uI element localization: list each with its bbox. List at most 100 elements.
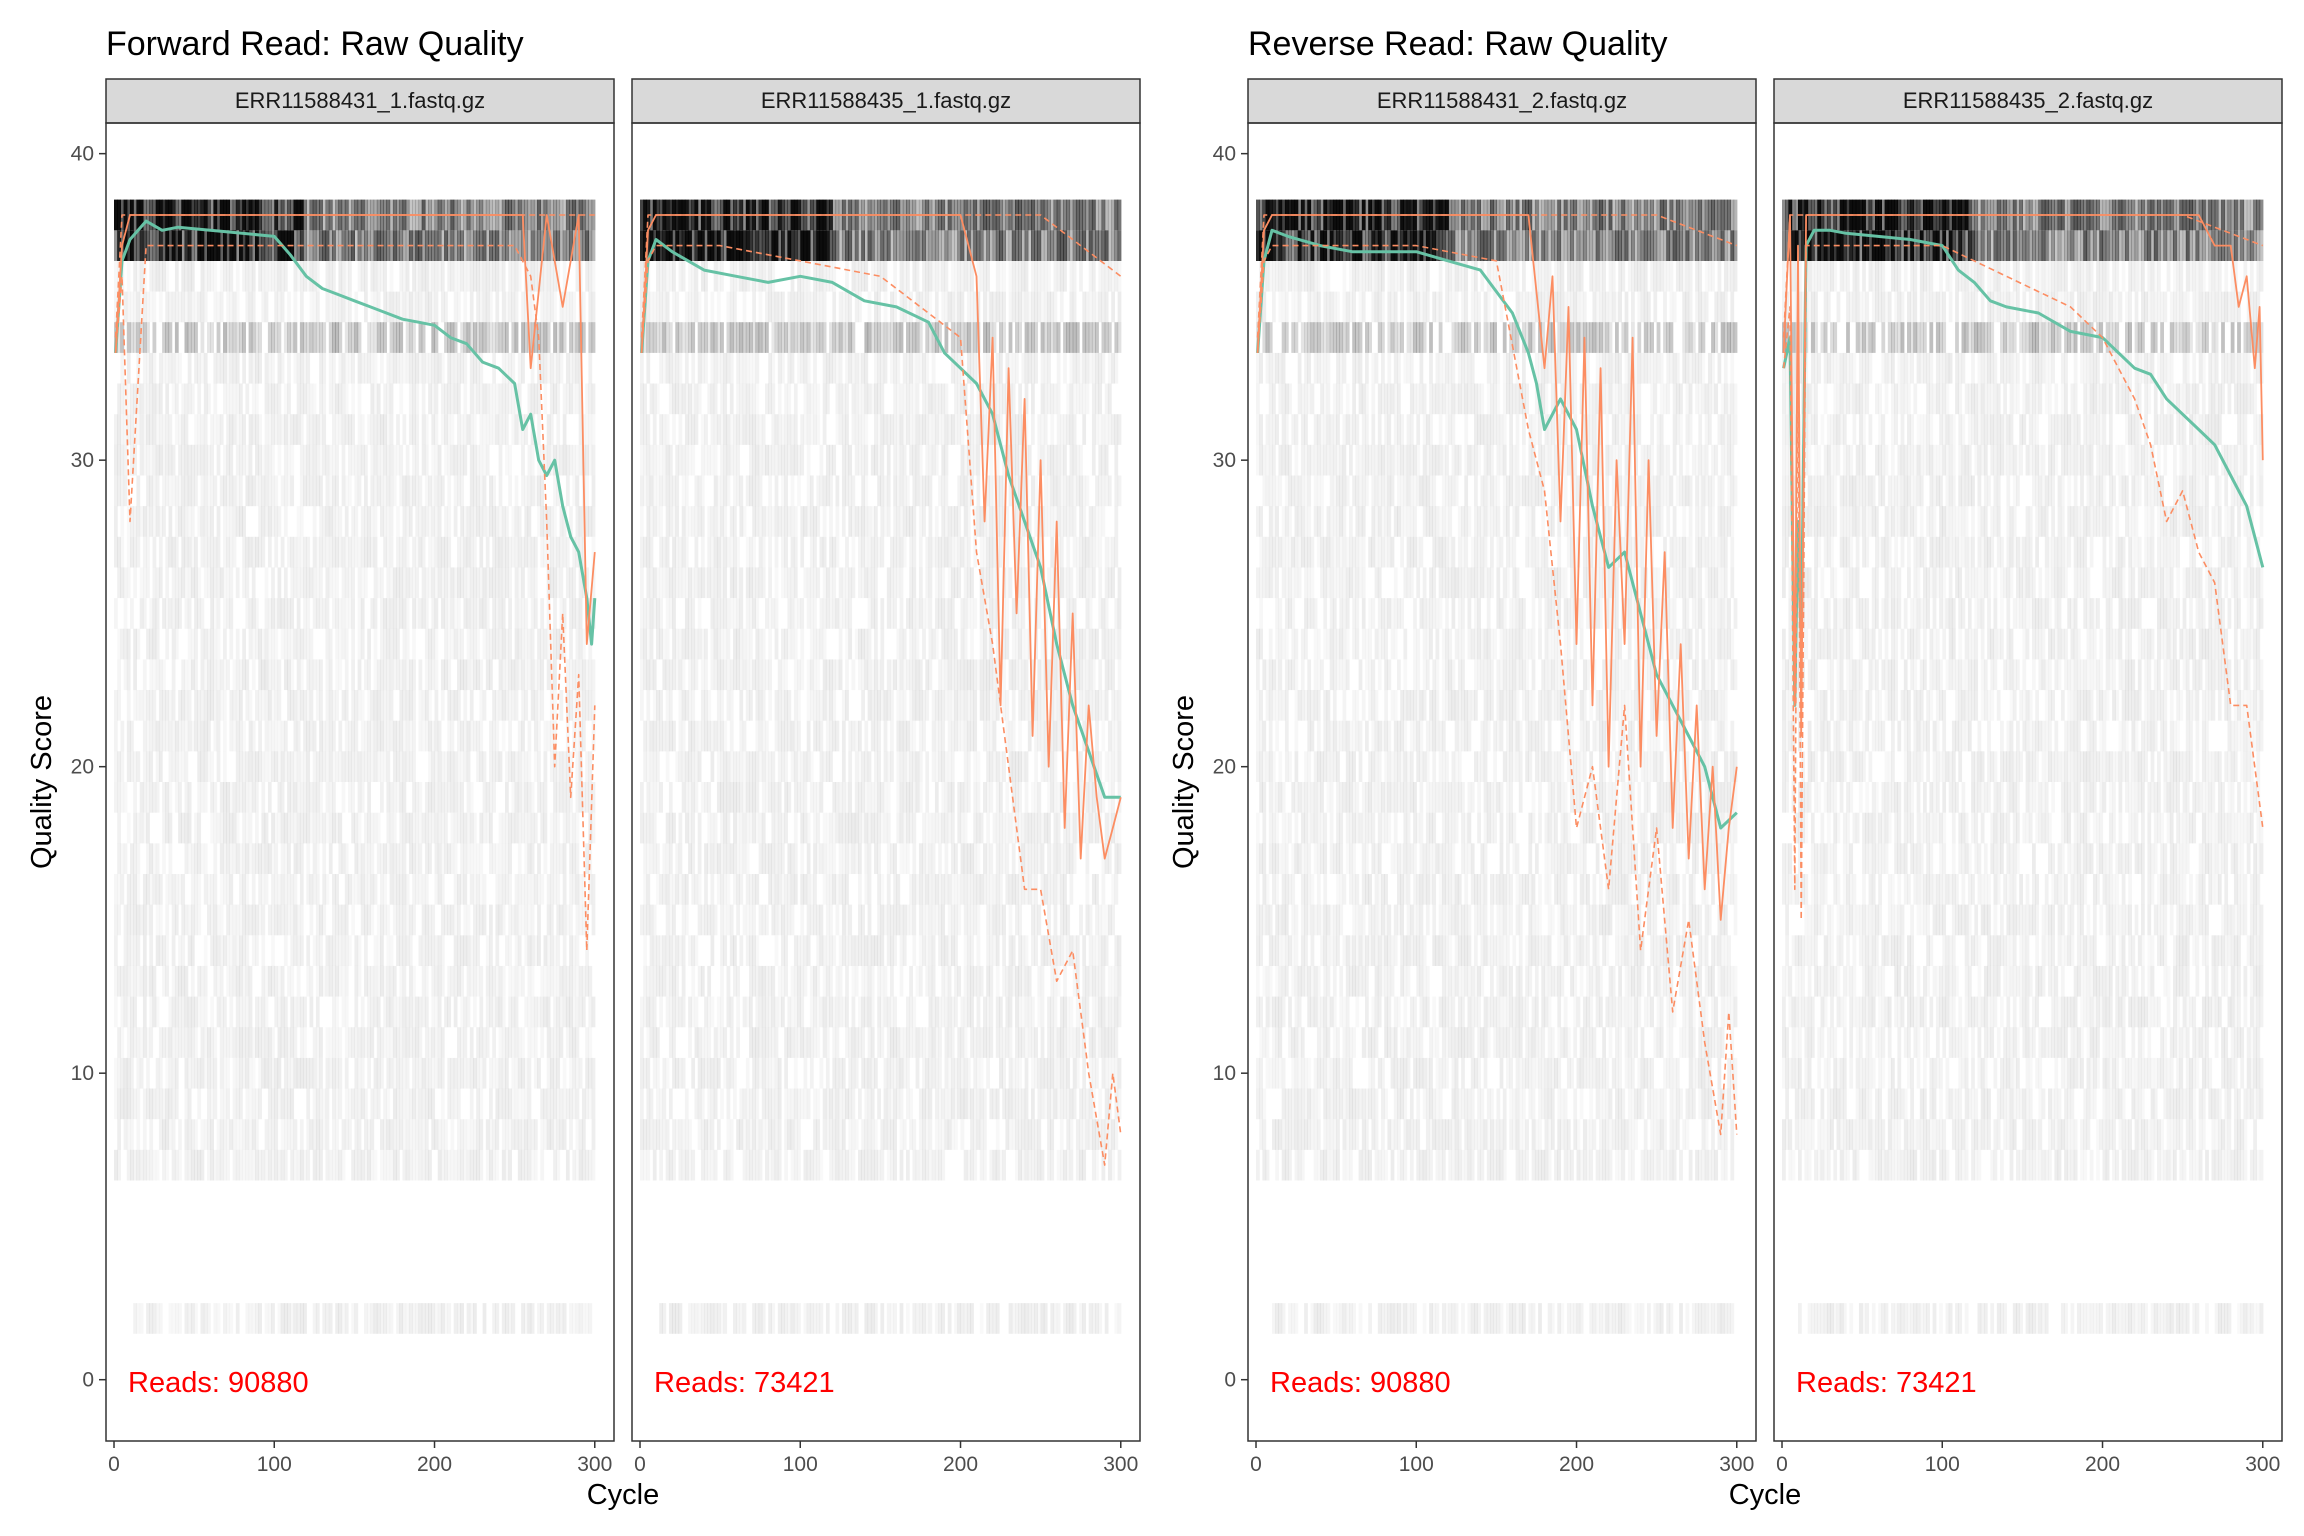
heat-cell [591,383,596,415]
heat-cell [531,782,535,813]
heat-cell [399,475,404,507]
heat-cell [530,352,535,384]
heat-cell [405,996,410,1028]
heat-cell [229,720,234,752]
heat-cell [386,690,391,721]
heat-cell [460,506,464,537]
heat-cell [444,1119,448,1150]
heat-cell [479,904,484,936]
heat-cell [190,567,195,599]
heat-cell [575,782,580,813]
heat-cell [290,414,295,445]
heat-cell [498,567,503,599]
heat-cell [524,536,529,568]
heat-cell [556,843,561,874]
heat-cell [518,966,522,997]
heat-cell [559,444,564,476]
heat-cell [258,659,262,691]
heat-cell [383,322,387,353]
heat-cell [662,874,667,905]
heat-cell [517,1057,522,1089]
heat-cell [139,230,144,261]
heat-cell [341,352,346,384]
heat-cell [146,537,150,568]
heat-cell [672,1149,676,1181]
heat-cell [258,1027,262,1058]
heat-cell [390,567,394,598]
heat-cell [418,1149,423,1181]
heat-cell [315,291,320,323]
heat-cell [941,1150,945,1181]
heat-cell [995,1088,1000,1120]
heat-cell [389,628,394,660]
heat-cell [306,1149,311,1181]
heat-cell [562,414,567,445]
heat-cell [139,904,144,936]
heat-cell [588,751,593,782]
heat-cell [171,567,176,599]
heat-cell [200,536,205,568]
heat-cell [229,567,234,599]
heat-cell [255,444,259,476]
heat-cell [578,782,583,813]
heat-cell [437,965,442,997]
heat-cell [315,598,320,629]
heat-cell [146,1303,150,1334]
heat-cell [434,383,439,415]
heat-cell [200,506,205,537]
heat-cell [585,843,589,874]
heat-cell [437,843,442,874]
heat-cell [130,1027,134,1058]
heat-cell [341,383,346,415]
heat-cell [351,384,355,415]
heat-cell [364,260,368,292]
heat-cell [299,1119,304,1150]
heat-cell [501,874,506,905]
heat-cell [367,1027,371,1058]
heat-cell [501,322,506,353]
heat-cell [328,720,333,752]
heat-cell [428,720,432,752]
heat-cell [226,659,230,691]
heat-cell [315,1303,320,1334]
heat-cell [229,690,234,721]
heat-cell [508,1027,512,1058]
heat-cell [187,536,192,568]
heat-cell [662,965,667,997]
heat-cell [408,996,413,1028]
heat-cell [358,384,362,415]
heat-cell [386,383,391,415]
heat-cell [383,383,387,415]
heat-cell [364,1303,368,1334]
heat-cell [187,598,192,629]
heat-cell [726,965,731,997]
heat-cell [217,1303,221,1334]
heat-cell [126,414,131,445]
heat-cell [328,506,333,537]
heat-cell [453,628,458,660]
heat-cell [492,690,496,721]
heat-cell [274,383,279,415]
heat-cell [370,996,375,1028]
heat-cell [229,322,234,353]
heat-cell [245,598,250,629]
heat-cell [322,1303,327,1334]
heat-cell [540,996,545,1028]
heat-cell [344,904,349,936]
heat-cell [255,751,259,782]
heat-cell [210,444,214,476]
heat-cell [405,1149,410,1181]
heat-cell [976,996,981,1028]
heat-cell [569,567,573,599]
heat-cell [389,996,394,1028]
heat-cell [533,567,538,599]
heat-cell [421,322,426,353]
heat-cell [201,997,205,1028]
heat-cell [277,996,282,1028]
heat-cell [130,383,134,415]
heat-cell [530,904,535,936]
heat-cell [489,567,493,599]
heat-cell [549,751,554,782]
heat-cell [261,965,266,997]
heat-cell [518,1027,522,1058]
